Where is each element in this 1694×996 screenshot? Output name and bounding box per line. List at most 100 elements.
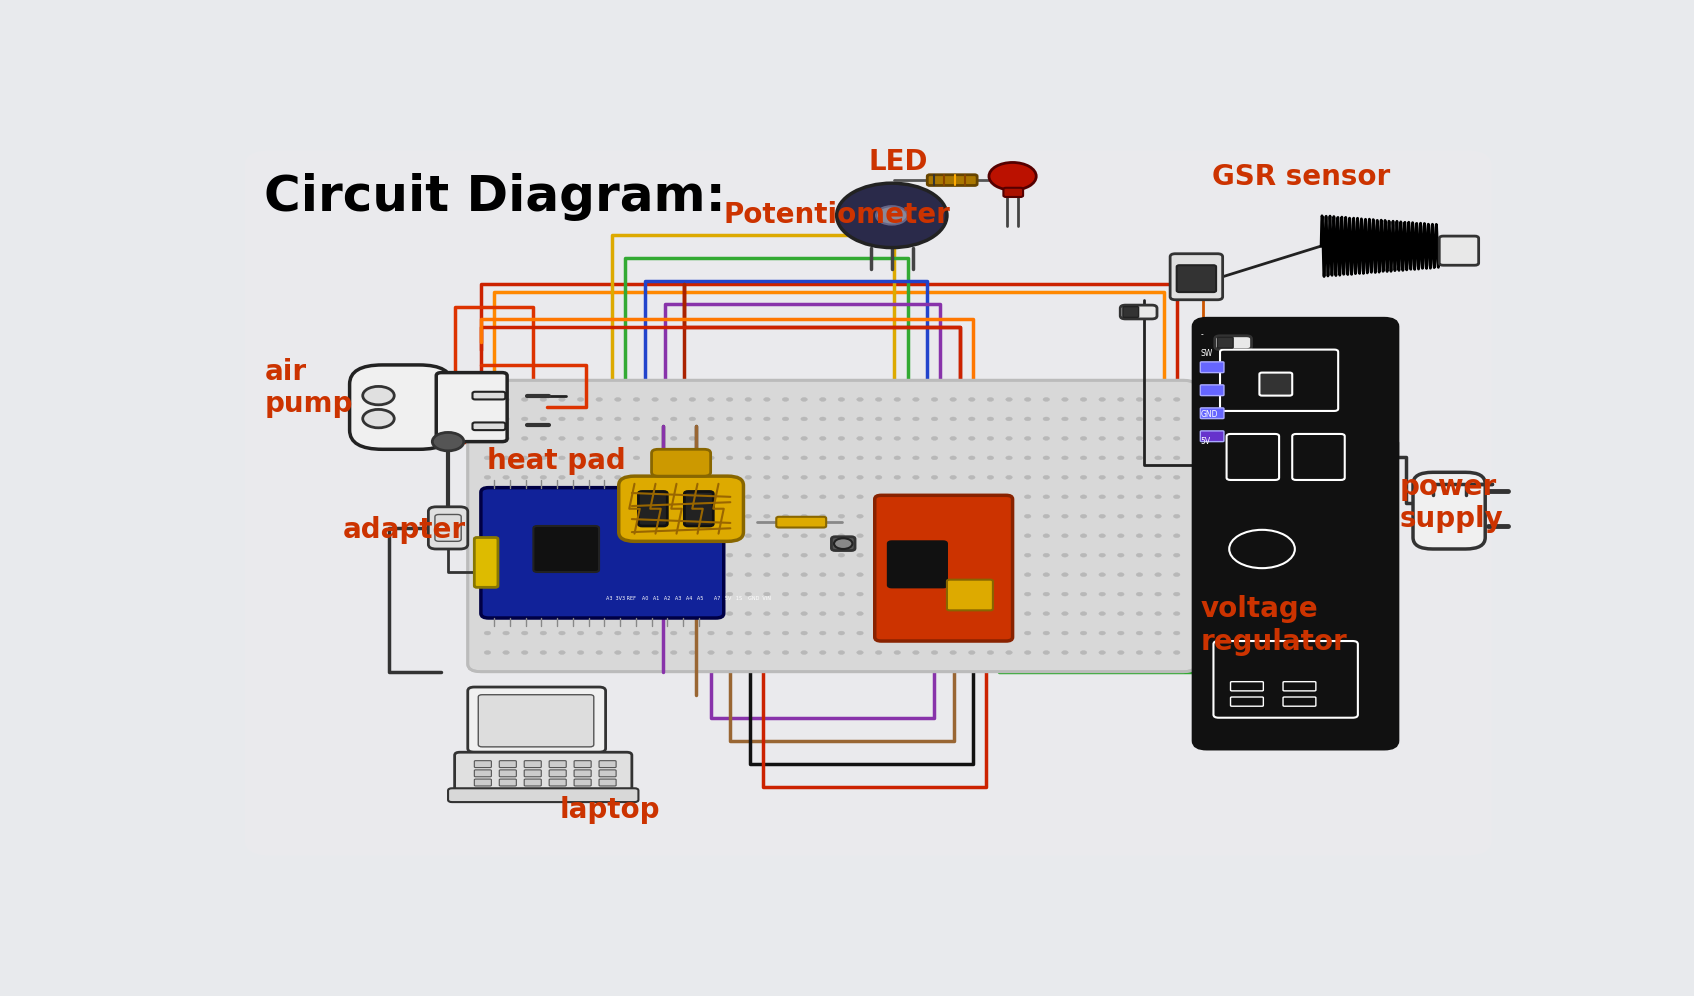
FancyBboxPatch shape [349, 365, 452, 449]
Circle shape [1062, 397, 1069, 401]
Circle shape [764, 573, 771, 577]
Circle shape [1099, 612, 1106, 616]
Circle shape [969, 436, 976, 440]
Circle shape [1025, 456, 1032, 460]
Circle shape [1025, 650, 1032, 654]
FancyBboxPatch shape [429, 507, 468, 549]
Text: A3  3V3 REF    A0   A1   A2   A3   A4   A5       A7   5V   1S    GND  VIN: A3 3V3 REF A0 A1 A2 A3 A4 A5 A7 5V 1S GN… [606, 597, 771, 602]
Circle shape [820, 495, 827, 499]
Circle shape [708, 397, 715, 401]
Circle shape [820, 534, 827, 538]
Circle shape [857, 514, 864, 518]
Circle shape [801, 650, 808, 654]
Circle shape [820, 436, 827, 440]
Circle shape [689, 631, 696, 635]
Circle shape [969, 553, 976, 557]
Circle shape [1174, 417, 1181, 421]
Circle shape [950, 553, 957, 557]
Circle shape [745, 573, 752, 577]
Circle shape [969, 495, 976, 499]
Text: adapter: adapter [344, 516, 466, 544]
Circle shape [1137, 534, 1143, 538]
Circle shape [652, 475, 659, 479]
Circle shape [503, 534, 510, 538]
Circle shape [1099, 456, 1106, 460]
Circle shape [820, 475, 827, 479]
Circle shape [857, 612, 864, 616]
Circle shape [615, 475, 622, 479]
Circle shape [671, 573, 678, 577]
Circle shape [988, 612, 994, 616]
Circle shape [913, 612, 920, 616]
Circle shape [913, 514, 920, 518]
FancyBboxPatch shape [1201, 408, 1225, 418]
Circle shape [727, 612, 734, 616]
Circle shape [634, 514, 640, 518]
Circle shape [820, 631, 827, 635]
Circle shape [708, 534, 715, 538]
Circle shape [783, 397, 789, 401]
Circle shape [559, 436, 566, 440]
Circle shape [540, 573, 547, 577]
Circle shape [969, 631, 976, 635]
Circle shape [615, 417, 622, 421]
Circle shape [857, 456, 864, 460]
FancyBboxPatch shape [639, 491, 667, 526]
FancyBboxPatch shape [474, 779, 491, 786]
Circle shape [484, 436, 491, 440]
Circle shape [1137, 475, 1143, 479]
FancyBboxPatch shape [600, 779, 617, 786]
Circle shape [727, 456, 734, 460]
FancyBboxPatch shape [600, 770, 617, 777]
Circle shape [522, 593, 529, 596]
Circle shape [1006, 456, 1013, 460]
Circle shape [689, 534, 696, 538]
Circle shape [596, 650, 603, 654]
Circle shape [820, 612, 827, 616]
Circle shape [857, 593, 864, 596]
FancyBboxPatch shape [474, 761, 491, 768]
Circle shape [932, 612, 938, 616]
Circle shape [540, 397, 547, 401]
Circle shape [932, 475, 938, 479]
Circle shape [1174, 397, 1181, 401]
Circle shape [596, 495, 603, 499]
Circle shape [857, 397, 864, 401]
Circle shape [857, 534, 864, 538]
Circle shape [1081, 495, 1088, 499]
Circle shape [522, 612, 529, 616]
Circle shape [559, 612, 566, 616]
Circle shape [596, 573, 603, 577]
Circle shape [652, 534, 659, 538]
Circle shape [1118, 456, 1125, 460]
Circle shape [1044, 534, 1050, 538]
Circle shape [783, 650, 789, 654]
Circle shape [484, 475, 491, 479]
FancyBboxPatch shape [1218, 338, 1233, 348]
Circle shape [1137, 612, 1143, 616]
Circle shape [1044, 612, 1050, 616]
Circle shape [1118, 631, 1125, 635]
Circle shape [596, 553, 603, 557]
Circle shape [652, 593, 659, 596]
Circle shape [1099, 417, 1106, 421]
Circle shape [652, 631, 659, 635]
Circle shape [1137, 495, 1143, 499]
FancyBboxPatch shape [473, 391, 505, 399]
Circle shape [820, 514, 827, 518]
Circle shape [1025, 612, 1032, 616]
Circle shape [578, 573, 584, 577]
Circle shape [876, 593, 883, 596]
Circle shape [689, 456, 696, 460]
Circle shape [689, 436, 696, 440]
Circle shape [1025, 631, 1032, 635]
Circle shape [1137, 397, 1143, 401]
Circle shape [578, 534, 584, 538]
Circle shape [839, 475, 845, 479]
Circle shape [1174, 495, 1181, 499]
FancyBboxPatch shape [684, 491, 713, 526]
Circle shape [1099, 553, 1106, 557]
Circle shape [932, 397, 938, 401]
Circle shape [522, 514, 529, 518]
Circle shape [820, 397, 827, 401]
